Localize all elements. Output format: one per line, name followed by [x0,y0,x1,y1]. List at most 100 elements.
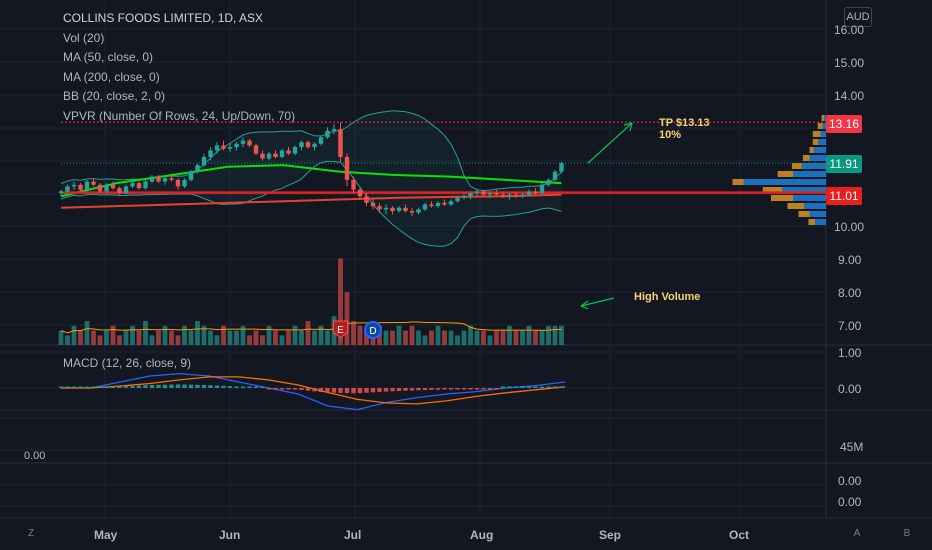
volume-ma-line [60,321,562,334]
volume-bar [520,330,525,345]
candle-body [370,202,376,207]
candle-body [253,145,259,154]
candle-body [221,145,226,149]
indicator-bb[interactable]: BB (20, close, 2, 0) [63,89,166,103]
vpvr-bar-down [793,195,826,201]
volume-bar [546,325,551,345]
currency-button[interactable]: AUD [844,7,872,27]
volume-bar [559,325,564,345]
volume-bar [305,321,311,345]
candle-body [182,179,187,187]
candle-body [507,194,512,197]
vpvr-bar-down [824,115,826,121]
zoom-reset-button[interactable]: Z [27,528,35,539]
volume-bar [149,335,155,345]
volume-arrow-head [580,300,589,310]
volume-bar [58,330,64,345]
volume-note: High Volume [634,291,701,303]
candle-body [409,211,415,213]
macd-histogram-bar [390,388,395,392]
macd-histogram-bar [175,384,181,388]
volume-bar [253,330,259,345]
macd-histogram-bar [305,388,311,391]
support-price-tag: 11.01 [826,187,862,205]
macd-histogram-bar [370,388,376,393]
vpvr-bar-down [822,123,826,129]
volume-bar [156,330,161,345]
b-scale-button[interactable]: B [903,528,911,539]
candle-body [188,171,194,180]
vpvr-bar-up [791,163,802,169]
volume-bar [260,335,265,345]
volume-bar [539,330,545,345]
price-axis-label: 9.00 [838,253,862,267]
macd-histogram-bar [117,386,122,388]
indicator-vpvr[interactable]: VPVR (Number Of Rows, 24, Up/Down, 70) [63,108,296,123]
candle-body [169,178,174,180]
macd-histogram-bar [286,388,291,390]
candle-body [377,206,382,210]
macd-histogram-bar [208,385,213,388]
macd-histogram-bar [442,388,447,390]
volume-bar [162,325,168,345]
volume-bar [455,335,460,345]
macd-histogram-bar [91,386,96,388]
macd-histogram-bar [78,386,83,388]
candle-body [240,140,246,144]
candle-body [247,140,252,146]
candle-body [279,150,285,157]
vpvr-bar-up [777,171,793,177]
macd-histogram-bar [429,388,434,390]
symbol-title[interactable]: COLLINS FOODS LIMITED, 1D, ASX [63,11,264,25]
macd-histogram-bar [97,386,103,388]
candle-body [136,183,142,189]
macd-histogram-bar [520,386,525,388]
volume-bar [390,330,395,345]
vpvr-bar-up [817,123,823,129]
macd-histogram-bar [227,386,233,388]
chart-legend: COLLINS FOODS LIMITED, 1D, ASX Vol (20) … [63,9,295,126]
macd-legend[interactable]: MACD (12, 26, close, 9) [63,356,192,370]
indicator-ma200[interactable]: MA (200, close, 0) [63,69,160,84]
volume-bar [279,335,285,345]
macd-histogram-bar [435,388,441,390]
indicator-volume[interactable]: Vol (20) [63,30,105,45]
candle-body [143,181,148,189]
x-axis-label: Jul [344,528,362,542]
vpvr-bar-up [787,203,804,209]
macd-axis-label: 0.00 [838,382,862,396]
volume-bar [357,325,363,345]
macd-histogram-bar [182,384,187,388]
macd-histogram-bar [526,386,532,388]
macd-histogram-bar [539,386,545,388]
volume-bar [409,325,415,345]
auto-scale-button[interactable]: A [853,528,861,539]
tp-arrow-head [623,122,633,132]
dividend-icon: D [364,321,382,339]
volume-bar [487,335,493,345]
candle-body [149,176,155,182]
macd-line [61,372,566,411]
tp-arrow [587,122,633,164]
volume-bar [533,330,538,345]
indicator-ma50[interactable]: MA (50, close, 0) [63,50,154,64]
macd-histogram-bar [494,388,499,390]
volume-bar [325,330,330,345]
macd-histogram-bar [260,386,265,388]
macd-histogram-bar [221,385,226,388]
macd-histogram-bar [253,386,259,388]
vpvr-bar-up [821,115,825,121]
candle-body [175,179,181,187]
macd-histogram-bar [279,388,285,390]
vpvr-bar-down [793,171,826,177]
ma200-line [60,193,562,209]
candle-body [58,191,64,193]
candle-body [546,179,551,185]
vpvr-bar-down [815,219,826,225]
candle-body [422,204,428,210]
volume-bar [123,330,129,345]
volume-axis-label: 45M [840,440,864,454]
candle-body [292,147,298,154]
macd-histogram-bar [357,388,363,394]
